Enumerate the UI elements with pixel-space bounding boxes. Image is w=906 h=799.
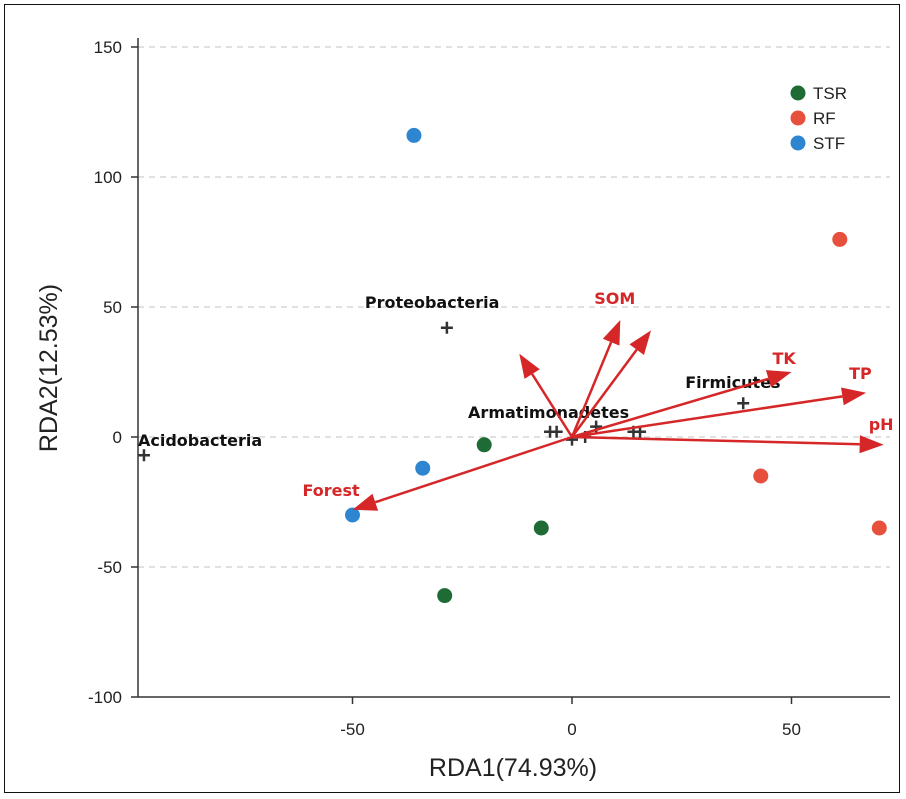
species-label: Firmicutes bbox=[685, 373, 780, 392]
axes bbox=[137, 38, 890, 698]
point-rf bbox=[832, 231, 848, 247]
chart-frame bbox=[4, 4, 900, 793]
vector-label: pH bbox=[869, 415, 894, 434]
vector-line bbox=[570, 341, 613, 438]
vector-line bbox=[571, 377, 769, 439]
vector-arrowhead bbox=[841, 387, 867, 406]
point-rf bbox=[753, 468, 769, 484]
y-tick-label: -100 bbox=[88, 688, 122, 707]
y-tick-label: 150 bbox=[94, 38, 122, 57]
legend-marker bbox=[790, 135, 806, 151]
vector-line bbox=[374, 435, 573, 504]
x-ticks: -50 0 50 bbox=[340, 697, 801, 739]
vector-label: SOM bbox=[594, 289, 635, 308]
legend-marker bbox=[790, 110, 806, 126]
y-tick-label: 100 bbox=[94, 168, 122, 187]
vector-arrowhead bbox=[859, 435, 884, 454]
y-tick-label: 50 bbox=[103, 298, 122, 317]
y-ticks: 150 100 50 0 -50 -100 bbox=[88, 38, 138, 707]
legend-label: STF bbox=[813, 134, 845, 153]
x-tick-label: 0 bbox=[567, 720, 576, 739]
legend-label: RF bbox=[813, 109, 836, 128]
vector-arrowhead bbox=[629, 330, 652, 356]
y-tick-label: 0 bbox=[113, 428, 122, 447]
legend: TSR RF STF bbox=[790, 84, 847, 153]
point-tsr bbox=[476, 437, 492, 453]
species-marker bbox=[737, 397, 750, 410]
point-tsr bbox=[437, 588, 453, 604]
point-rf bbox=[871, 520, 887, 536]
environment-vectors: SOM TK TP pH Forest bbox=[303, 289, 894, 511]
vector-line bbox=[571, 435, 860, 446]
point-stf bbox=[345, 507, 360, 523]
vector-arrowhead bbox=[352, 493, 379, 511]
vector-label: TK bbox=[773, 349, 797, 368]
species-marker bbox=[550, 425, 563, 438]
vector-line bbox=[571, 395, 843, 439]
vector-label: Forest bbox=[303, 481, 361, 500]
vector-arrowhead bbox=[765, 370, 792, 388]
point-stf bbox=[406, 127, 422, 143]
grid-lines bbox=[138, 46, 890, 568]
point-tsr bbox=[533, 520, 549, 536]
x-tick-label: -50 bbox=[340, 720, 365, 739]
y-axis-label: RDA2(12.53%) bbox=[35, 284, 63, 452]
species-label: Proteobacteria bbox=[365, 293, 500, 312]
sample-points bbox=[345, 127, 887, 604]
y-tick-label: -50 bbox=[97, 558, 122, 577]
vector-arrowhead bbox=[519, 353, 540, 379]
species-label: Acidobacteria bbox=[138, 431, 262, 450]
species-marker bbox=[137, 449, 150, 462]
point-stf bbox=[415, 460, 431, 476]
x-tick-label: 50 bbox=[782, 720, 801, 739]
vector-arrowhead bbox=[602, 320, 621, 346]
legend-label: TSR bbox=[813, 84, 847, 103]
x-axis-label: RDA1(74.93%) bbox=[429, 754, 597, 782]
species-marker bbox=[440, 321, 453, 334]
species-markers: Proteobacteria Acidobacteria Firmicutes Arm… bbox=[137, 293, 781, 462]
legend-marker bbox=[790, 85, 806, 101]
vector-line bbox=[531, 373, 574, 438]
species-label: Armatimonadetes bbox=[468, 403, 629, 422]
vector-label: TP bbox=[849, 364, 872, 383]
vector-line bbox=[570, 348, 638, 438]
